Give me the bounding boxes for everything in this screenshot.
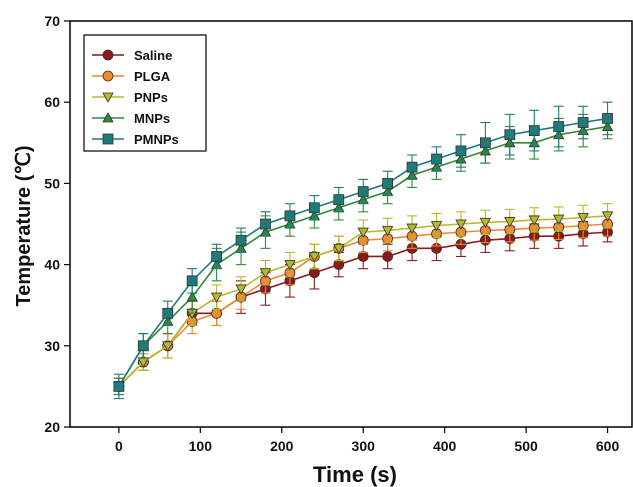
data-point-pmnps [284, 210, 296, 222]
data-point-pnps [479, 217, 492, 229]
data-point-pmnps [504, 129, 516, 141]
data-point-pmnps [406, 161, 418, 173]
data-point-pnps [406, 223, 418, 234]
legend: Saline PLGA PNPs MNPs PMNPs [83, 34, 207, 152]
x-tick-label: 300 [352, 438, 376, 454]
legend-marker-pnps [102, 92, 114, 103]
data-point-pnps [284, 260, 296, 271]
y-tick-label: 30 [44, 338, 60, 354]
data-point-pnps [162, 341, 174, 352]
legend-label-saline: Saline [134, 48, 172, 63]
y-tick-label: 70 [44, 13, 60, 29]
x-tick-label: 600 [596, 438, 620, 454]
data-point-pnps [210, 292, 223, 303]
y-tick-label: 40 [44, 257, 60, 273]
legend-marker-pmnps [102, 133, 114, 145]
data-point-pmnps [235, 234, 247, 246]
data-point-pnps [333, 243, 345, 255]
data-point-saline [357, 251, 369, 262]
data-point-pmnps [602, 113, 613, 124]
data-point-mnps [186, 291, 198, 302]
data-point-pmnps [333, 194, 345, 206]
data-point-pmnps [308, 202, 320, 214]
legend-label-pmnps: PMNPs [134, 132, 179, 147]
axes-ticks: 0 100 200 300 400 500 600 20 30 40 50 60 70 [44, 13, 619, 454]
data-point-saline [308, 267, 320, 279]
data-point-pmnps [553, 121, 565, 132]
data-point-pnps [528, 215, 540, 226]
y-tick-label: 50 [44, 175, 60, 191]
data-point-pmnps [137, 340, 149, 352]
plot-area [113, 101, 614, 400]
data-point-pnps [308, 252, 321, 263]
data-point-pmnps [211, 251, 223, 262]
data-point-pnps [235, 284, 247, 295]
y-axis-title: Temperature (℃) [13, 145, 35, 306]
x-tick-label: 400 [433, 438, 457, 454]
series-pnps [113, 203, 614, 396]
data-point-pmnps [186, 275, 198, 287]
data-point-pmnps [162, 307, 174, 319]
data-point-pmnps [260, 218, 271, 230]
data-point-pnps [357, 227, 369, 238]
data-point-pmnps [528, 125, 540, 137]
data-point-pmnps [577, 117, 589, 128]
data-point-pmnps [431, 153, 442, 165]
legend-label-mnps: MNPs [134, 111, 170, 126]
x-tick-label: 200 [270, 438, 294, 454]
y-tick-label: 60 [44, 94, 60, 110]
data-point-plga [211, 307, 223, 319]
data-point-pmnps [357, 186, 369, 197]
y-tick-label: 20 [44, 419, 60, 435]
data-point-saline [382, 251, 394, 262]
data-point-pnps [430, 221, 443, 232]
data-point-pmnps [113, 380, 125, 392]
legend-label-pnps: PNPs [134, 90, 168, 105]
plot-frame [69, 20, 633, 428]
legend-marker-saline [102, 49, 114, 61]
series-pmnps [113, 101, 613, 400]
data-point-pmnps [479, 137, 491, 149]
data-point-pnps [259, 268, 272, 279]
data-point-saline [333, 259, 345, 271]
data-point-pmnps [455, 145, 467, 157]
x-tick-label: 0 [115, 438, 123, 454]
x-tick-label: 100 [189, 438, 213, 454]
legend-marker-plga [102, 70, 114, 82]
data-point-pnps [601, 211, 614, 222]
data-point-pnps [381, 226, 394, 237]
data-point-pnps [577, 213, 589, 224]
legend-label-plga: PLGA [134, 69, 171, 84]
data-point-pnps [553, 214, 565, 225]
x-axis-title: Time (s) [313, 462, 397, 487]
data-point-pmnps [382, 177, 394, 189]
data-point-pnps [504, 217, 516, 228]
legend-marker-mnps [102, 112, 114, 123]
x-tick-label: 500 [514, 438, 538, 454]
data-point-pnps [455, 219, 467, 230]
